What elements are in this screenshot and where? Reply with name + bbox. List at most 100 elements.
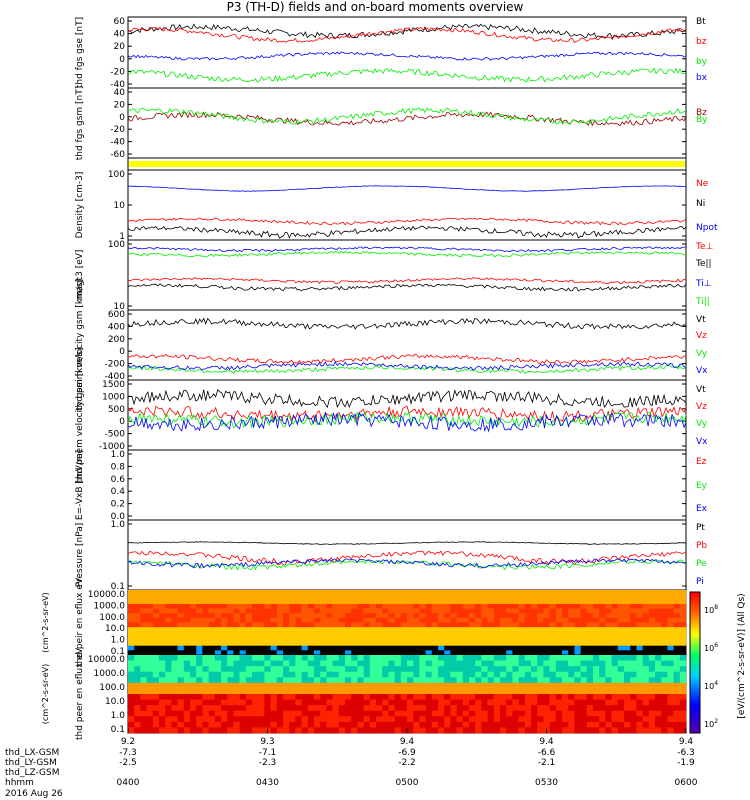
- spectrogram-cell: [425, 613, 433, 619]
- spectrogram-cell: [245, 721, 253, 728]
- spectrogram-cell: [493, 716, 501, 723]
- spectrogram-cell: [438, 631, 445, 637]
- spectrogram-cell: [487, 688, 495, 695]
- spectrogram-cell: [630, 636, 637, 642]
- spectrogram-cell: [159, 613, 166, 619]
- spectrogram-cell: [524, 636, 532, 642]
- spectrogram-cell: [369, 699, 377, 706]
- spectrogram-cell: [369, 645, 377, 651]
- spectrogram-cell: [369, 622, 377, 628]
- spectrogram-cell: [531, 671, 538, 678]
- spectrogram-cell: [413, 699, 420, 706]
- spectrogram-cell: [227, 677, 234, 684]
- spectrogram-cell: [351, 650, 358, 656]
- spectrogram-cell: [500, 636, 507, 642]
- spectrogram-cell: [159, 655, 166, 661]
- spectrogram-cell: [599, 682, 606, 689]
- spectrogram-cell: [543, 660, 550, 667]
- spectrogram-cell: [500, 660, 507, 667]
- spectrogram-cell: [214, 631, 222, 637]
- spectrogram-cell: [661, 636, 668, 642]
- spectrogram-cell: [531, 636, 538, 642]
- spectrogram-cell: [369, 594, 377, 600]
- spectrogram-cell: [376, 650, 383, 656]
- spectrogram-cell: [382, 655, 389, 661]
- spectrogram-cell: [469, 603, 476, 609]
- spectrogram-cell: [444, 599, 451, 605]
- spectrogram-cell: [580, 622, 588, 628]
- spectrogram-cell: [413, 682, 420, 689]
- spectrogram-cell: [301, 727, 309, 734]
- spectrogram-cell: [134, 682, 141, 689]
- spectrogram-cell: [543, 688, 550, 695]
- spectrogram-cell: [531, 645, 538, 651]
- spectrogram-cell: [562, 666, 569, 673]
- spectrogram-cell: [456, 677, 464, 684]
- spectrogram-cell: [357, 636, 364, 642]
- spectrogram-cell: [617, 650, 625, 656]
- spectrogram-cell: [419, 705, 426, 712]
- spectrogram-cell: [233, 594, 240, 600]
- spectrogram-cell: [636, 716, 643, 723]
- spectrogram-cell: [500, 608, 507, 614]
- spectrogram-cell: [245, 590, 253, 595]
- spectrogram-cell: [345, 694, 352, 700]
- spectrogram-cell: [611, 613, 619, 619]
- spectrogram-cell: [493, 688, 501, 695]
- spectrogram-cell: [208, 721, 216, 728]
- spectrogram-cell: [332, 627, 340, 633]
- spectrogram-cell: [555, 617, 563, 623]
- spectrogram-cell: [655, 682, 662, 689]
- spectrogram-cell: [295, 613, 302, 619]
- spectrogram-cell: [301, 677, 309, 684]
- spectrogram-cell: [562, 660, 569, 667]
- y-tick-label: 0: [119, 55, 125, 65]
- spectrogram-cell: [444, 636, 451, 642]
- spectrogram-cell: [326, 594, 333, 600]
- spectrogram-cell: [500, 622, 507, 628]
- spectrogram-cell: [524, 688, 532, 695]
- legend-entry: Pt: [696, 523, 705, 533]
- spectrogram-cell: [165, 599, 172, 605]
- spectrogram-cell: [568, 677, 575, 684]
- spectrogram-cell: [357, 705, 364, 712]
- spectrogram-cell: [128, 627, 135, 633]
- spectrogram-cell: [202, 590, 209, 595]
- spectrogram-cell: [165, 727, 172, 734]
- spectrogram-cell: [407, 622, 414, 628]
- spectrogram-cell: [574, 631, 581, 637]
- spectrogram-cell: [345, 631, 352, 637]
- spectrogram-cell: [661, 727, 668, 734]
- spectrogram-cell: [655, 671, 662, 678]
- spectrogram-cell: [574, 716, 581, 723]
- spectrogram-cell: [537, 645, 544, 651]
- spectrogram-cell: [301, 631, 309, 637]
- spectrogram-cell: [233, 721, 240, 728]
- spectrogram-cell: [301, 671, 309, 678]
- x-tick-label: 9.4: [679, 737, 694, 747]
- spectrogram-cell: [667, 650, 674, 656]
- series-line-ne: [127, 217, 687, 226]
- spectrogram-cell: [673, 682, 681, 689]
- spectrogram-cell: [419, 666, 426, 673]
- spectrogram-cell: [363, 682, 371, 689]
- spectrogram-cell: [363, 655, 371, 661]
- spectrogram-cell: [283, 617, 290, 623]
- spectrogram-cell: [128, 655, 135, 661]
- spectrogram-cell: [431, 666, 439, 673]
- spectrogram-cell: [152, 660, 160, 667]
- spectrogram-cell: [363, 699, 371, 706]
- spectrogram-cell: [165, 705, 172, 712]
- spectrogram-cell: [462, 594, 470, 600]
- spectrogram-cell: [221, 590, 228, 595]
- spectrogram-cell: [500, 631, 507, 637]
- spectrogram-cell: [301, 710, 309, 717]
- spectrogram-cell: [456, 716, 464, 723]
- spectrogram-cell: [190, 705, 197, 712]
- spectrogram-cell: [580, 617, 588, 623]
- spectrogram-cell: [630, 608, 637, 614]
- spectrogram-cell: [202, 613, 209, 619]
- spectrogram-cell: [307, 716, 315, 723]
- spectrogram-cell: [568, 694, 575, 700]
- spectrogram-cell: [283, 721, 290, 728]
